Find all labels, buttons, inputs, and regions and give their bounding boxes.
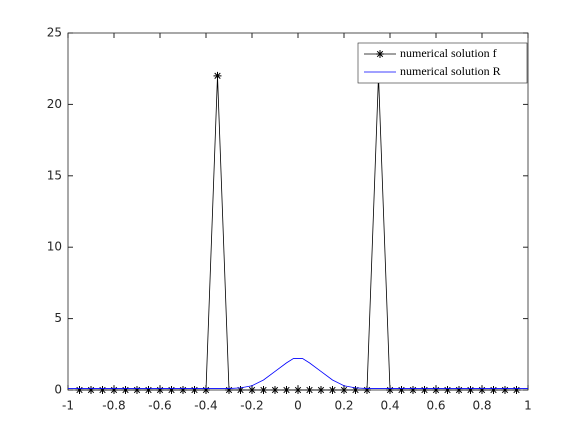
marker <box>432 386 440 394</box>
marker <box>340 386 348 394</box>
marker <box>478 386 486 394</box>
marker <box>133 386 141 394</box>
x-tick-label: 0.6 <box>426 399 445 413</box>
legend-box <box>357 42 528 84</box>
x-tick-label: -1 <box>62 399 74 413</box>
marker <box>225 386 233 394</box>
marker <box>110 386 118 394</box>
marker <box>190 386 199 394</box>
marker <box>87 386 95 394</box>
marker <box>397 386 406 394</box>
legend-label: numerical solution R <box>400 64 501 78</box>
x-tick-label: 1 <box>524 399 532 413</box>
x-tick-label: -0.6 <box>148 399 171 413</box>
legend-label: numerical solution f <box>400 46 497 60</box>
x-tick-label: -0.4 <box>194 399 217 413</box>
marker <box>489 386 498 394</box>
marker <box>501 386 509 394</box>
marker <box>236 386 245 394</box>
x-tick-label: 0.2 <box>334 399 353 413</box>
marker <box>167 386 176 394</box>
marker <box>259 386 268 394</box>
marker <box>179 386 187 394</box>
marker <box>466 386 475 394</box>
x-tick-label: -0.2 <box>240 399 263 413</box>
marker <box>351 386 360 394</box>
marker <box>213 71 222 80</box>
marker <box>294 386 302 394</box>
legend-marker <box>376 50 384 58</box>
x-tick-label: 0.4 <box>380 399 399 413</box>
x-tick-label: 0 <box>294 399 302 413</box>
y-tick-label: 0 <box>54 383 62 397</box>
y-tick-label: 10 <box>47 240 62 254</box>
marker <box>328 386 337 394</box>
marker <box>282 386 291 394</box>
marker <box>409 386 417 394</box>
marker <box>75 386 84 394</box>
marker <box>443 386 452 394</box>
marker <box>202 386 210 394</box>
y-tick-label: 15 <box>47 168 62 182</box>
series-line <box>68 358 528 389</box>
marker <box>121 386 130 394</box>
marker <box>512 386 521 394</box>
y-tick-label: 20 <box>47 97 62 111</box>
marker <box>317 386 325 394</box>
marker <box>156 386 164 394</box>
marker <box>98 386 107 394</box>
marker <box>386 386 394 394</box>
marker <box>363 386 371 394</box>
marker <box>420 386 429 394</box>
plot-frame <box>67 32 529 391</box>
marker <box>271 386 279 394</box>
x-tick-label: -0.8 <box>102 399 125 413</box>
y-tick-label: 25 <box>47 26 62 40</box>
marker <box>144 386 153 394</box>
x-tick-label: 0.8 <box>472 399 491 413</box>
y-tick-label: 5 <box>54 311 62 325</box>
marker <box>248 386 256 394</box>
marker <box>455 386 463 394</box>
marker <box>305 386 314 394</box>
